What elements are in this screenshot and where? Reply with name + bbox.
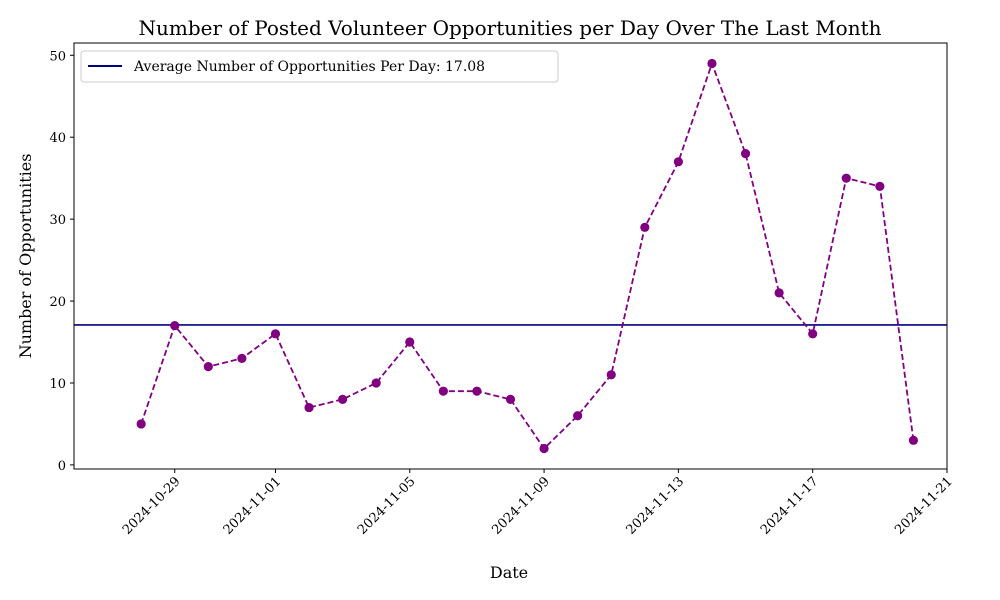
x-tick-label-2024-10-29: 2024-10-29 xyxy=(120,474,184,538)
y-tick-label-50: 50 xyxy=(49,49,66,64)
data-point-2024-11-04 xyxy=(371,378,381,388)
x-tick-label-2024-11-13: 2024-11-13 xyxy=(624,474,688,538)
x-tick-label-2024-11-17: 2024-11-17 xyxy=(758,474,822,538)
legend: Average Number of Opportunities Per Day:… xyxy=(80,50,559,83)
y-tick-label-0: 0 xyxy=(58,459,66,474)
data-point-2024-11-09 xyxy=(539,443,549,454)
x-axis: 2024-10-29 2024-11-01 2024-11-05 2024-11-09… xyxy=(120,469,956,538)
data-point-2024-11-08 xyxy=(505,394,516,404)
data-point-2024-10-29 xyxy=(170,321,180,331)
x-axis-label: Date xyxy=(490,563,528,582)
data-point-2024-11-03 xyxy=(338,394,348,404)
data-point-2024-11-02 xyxy=(304,402,314,413)
data-point-2024-11-12 xyxy=(640,222,650,232)
data-point-2024-11-13 xyxy=(673,157,683,167)
y-axis: 0 10 20 30 40 50 xyxy=(49,49,74,474)
y-tick-label-30: 30 xyxy=(49,213,66,228)
data-point-2024-11-16 xyxy=(774,288,784,298)
data-point-2024-10-28 xyxy=(136,419,146,429)
data-point-2024-11-01 xyxy=(270,329,281,339)
data-point-2024-11-10 xyxy=(573,411,583,421)
data-point-2024-11-11 xyxy=(606,370,616,380)
chart-title: Number of Posted Volunteer Opportunities… xyxy=(138,16,881,40)
y-tick-label-40: 40 xyxy=(49,131,66,146)
y-axis-label: Number of Opportunities xyxy=(16,154,35,359)
x-tick-label-2024-11-05: 2024-11-05 xyxy=(355,474,419,538)
plot-frame xyxy=(73,42,948,470)
data-point-2024-11-05 xyxy=(405,337,415,347)
plot-area xyxy=(74,58,947,454)
x-tick-label-2024-11-21: 2024-11-21 xyxy=(892,474,956,538)
data-point-2024-11-18 xyxy=(841,173,851,183)
data-point-2024-11-20 xyxy=(908,435,919,445)
data-point-2024-11-17 xyxy=(808,329,818,339)
legend-box xyxy=(80,50,559,83)
data-point-2024-11-07 xyxy=(472,386,482,396)
data-point-2024-11-06 xyxy=(438,386,448,396)
data-point-2024-11-15 xyxy=(740,149,751,159)
data-point-2024-11-14 xyxy=(707,58,717,69)
data-point-2024-10-31 xyxy=(237,353,247,363)
x-tick-label-2024-11-09: 2024-11-09 xyxy=(489,474,553,538)
x-tick-label-2024-11-01: 2024-11-01 xyxy=(221,474,285,538)
data-point-2024-10-30 xyxy=(203,362,213,372)
y-tick-label-10: 10 xyxy=(49,377,66,392)
series-line-0 xyxy=(140,60,915,450)
y-tick-label-20: 20 xyxy=(49,295,66,310)
data-point-2024-11-19 xyxy=(875,181,885,191)
legend-label-average: Average Number of Opportunities Per Day:… xyxy=(133,59,485,75)
